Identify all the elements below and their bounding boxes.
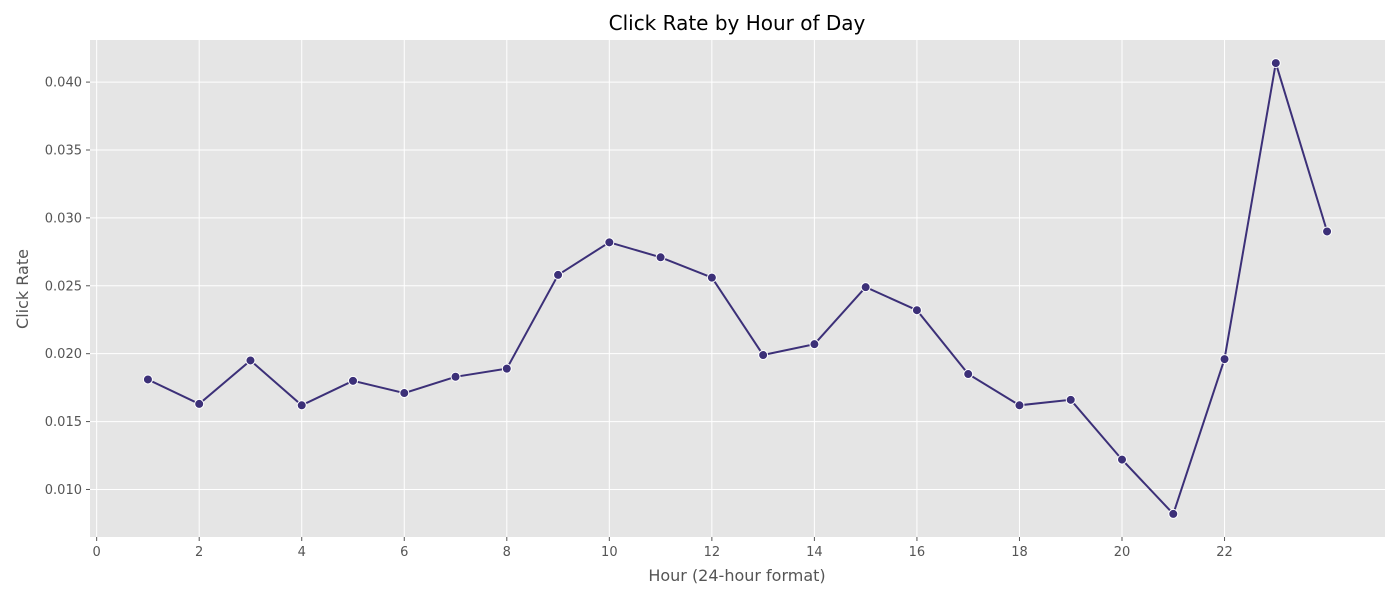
- x-tick-label: 16: [909, 545, 926, 560]
- data-point: [194, 398, 205, 409]
- x-tick-label: 10: [601, 545, 618, 560]
- data-point: [1065, 394, 1076, 405]
- data-point: [860, 282, 871, 293]
- data-point: [296, 400, 307, 411]
- series-line: [147, 62, 1329, 516]
- data-point: [1270, 58, 1281, 69]
- data-point: [1014, 400, 1025, 411]
- x-tick-label: 0: [93, 545, 101, 560]
- data-point: [758, 350, 769, 361]
- y-tick-label: 0.025: [45, 279, 82, 294]
- x-axis-label: Hour (24-hour format): [648, 566, 825, 585]
- y-axis-label: Click Rate: [13, 249, 32, 329]
- data-point: [1219, 354, 1230, 365]
- x-tick-label: 4: [298, 545, 306, 560]
- x-tick-label: 14: [806, 545, 823, 560]
- x-tick-label: 6: [400, 545, 408, 560]
- data-point: [1322, 226, 1333, 237]
- data-point: [245, 355, 256, 366]
- x-tick-label: 18: [1011, 545, 1028, 560]
- chart-title: Click Rate by Hour of Day: [609, 11, 866, 35]
- data-point: [706, 272, 717, 283]
- y-tick-label: 0.040: [45, 76, 82, 91]
- y-tick-label: 0.030: [45, 211, 82, 226]
- data-point: [604, 237, 615, 248]
- x-tick-label: 12: [704, 545, 721, 560]
- data-point: [1117, 454, 1128, 465]
- x-tick-label: 8: [503, 545, 511, 560]
- data-point: [501, 363, 512, 374]
- y-tick-label: 0.015: [45, 415, 82, 430]
- grid-lines: [90, 40, 1385, 537]
- y-tick-label: 0.010: [45, 483, 82, 498]
- x-tick-label: 2: [195, 545, 203, 560]
- data-point: [399, 388, 410, 399]
- data-point: [1168, 508, 1179, 519]
- x-tick-label: 20: [1114, 545, 1131, 560]
- data-points: [142, 58, 1333, 519]
- data-point: [809, 339, 820, 350]
- x-tick-label: 22: [1216, 545, 1233, 560]
- plot-area: [90, 40, 1385, 537]
- axis-ticks: 0 2 4 6 8 10 12 14 16 18 20 22 0.010 0.015 0.020 0.025 0…: [45, 76, 1233, 560]
- data-point: [347, 375, 358, 386]
- data-point: [142, 374, 153, 385]
- data-point: [553, 269, 564, 280]
- y-tick-label: 0.035: [45, 143, 82, 158]
- data-point: [911, 305, 922, 316]
- data-point: [655, 252, 666, 263]
- data-point: [963, 369, 974, 380]
- y-tick-label: 0.020: [45, 347, 82, 362]
- data-point: [450, 371, 461, 382]
